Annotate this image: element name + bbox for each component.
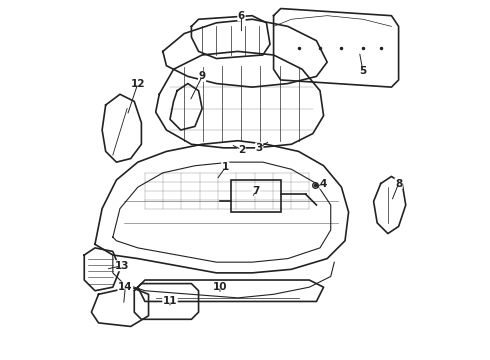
Text: 9: 9 — [198, 71, 206, 81]
Bar — [231, 180, 281, 212]
Text: 11: 11 — [163, 296, 177, 306]
Text: 1: 1 — [222, 162, 229, 172]
Text: 6: 6 — [238, 11, 245, 21]
Text: 10: 10 — [213, 282, 227, 292]
Text: 8: 8 — [395, 179, 402, 189]
Text: 14: 14 — [118, 282, 133, 292]
Text: 4: 4 — [320, 179, 327, 189]
Text: 3: 3 — [256, 143, 263, 153]
Text: 7: 7 — [252, 186, 259, 196]
Text: 2: 2 — [238, 145, 245, 155]
Text: 5: 5 — [359, 66, 367, 76]
Text: 13: 13 — [115, 261, 129, 271]
Text: 12: 12 — [130, 78, 145, 89]
